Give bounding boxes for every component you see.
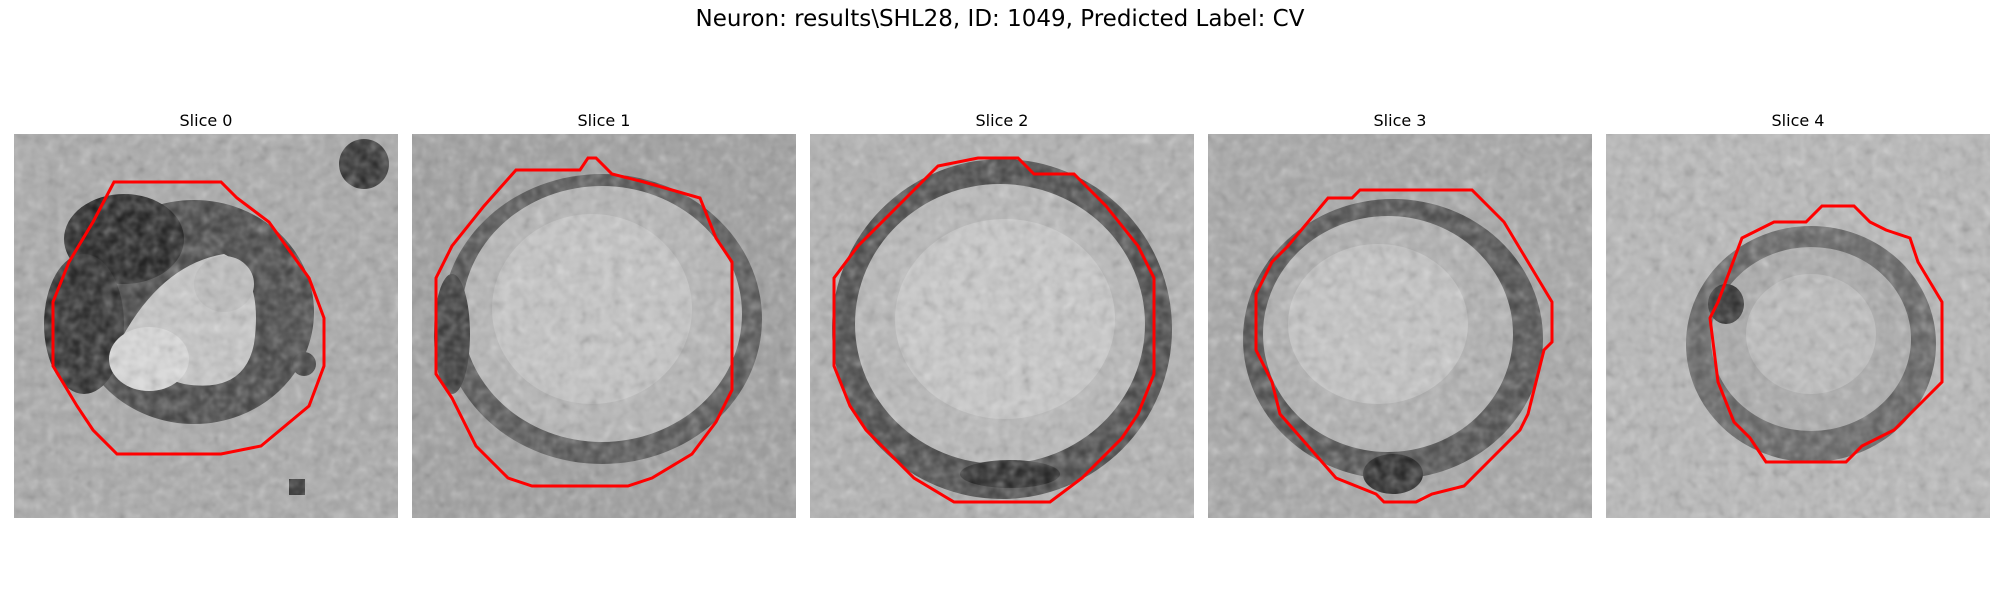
slice-panel-4: Slice 4: [1606, 110, 1990, 518]
slice-title: Slice 0: [179, 111, 233, 130]
slice-title: Slice 3: [1373, 111, 1427, 130]
slice-title: Slice 4: [1771, 111, 1825, 130]
slice-panel-2: Slice 2: [810, 110, 1194, 518]
slice-title: Slice 1: [577, 111, 631, 130]
slice-panel-1: Slice 1: [412, 110, 796, 518]
slice-image: [810, 134, 1194, 518]
slice-title: Slice 2: [975, 111, 1029, 130]
slice-image: [1208, 134, 1592, 518]
slice-panel-0: Slice 0: [14, 110, 398, 518]
contour-polygon: [434, 156, 734, 488]
slice-panel-3: Slice 3: [1208, 110, 1592, 518]
contour-polygon: [51, 180, 326, 456]
contour-polygon: [1254, 188, 1554, 504]
figure-title: Neuron: results\SHL28, ID: 1049, Predict…: [695, 6, 1305, 32]
contour-polygon: [1708, 204, 1944, 464]
slice-image: [1606, 134, 1990, 518]
slice-image: [412, 134, 796, 518]
slice-image: [14, 134, 398, 518]
contour-polygon: [832, 156, 1156, 504]
